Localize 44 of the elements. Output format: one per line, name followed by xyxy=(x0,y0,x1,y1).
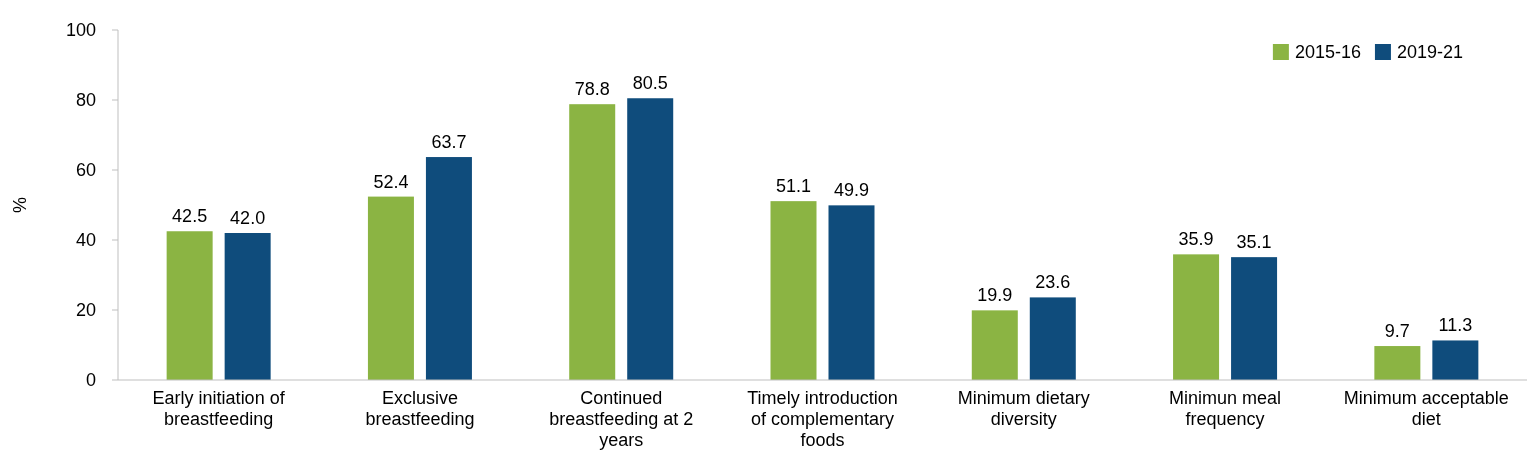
x-tick-label: Early initiation of breastfeeding xyxy=(152,388,286,429)
data-label: 35.9 xyxy=(1178,229,1214,250)
data-label: 80.5 xyxy=(632,73,668,94)
bar xyxy=(828,205,875,380)
y-tick-label: 80 xyxy=(75,90,96,111)
data-label: 49.9 xyxy=(833,180,870,201)
y-tick-label: 40 xyxy=(75,230,96,251)
bar xyxy=(627,98,674,380)
data-label: 52.4 xyxy=(373,171,409,192)
bar xyxy=(1374,346,1421,380)
bar xyxy=(770,201,817,380)
bar xyxy=(367,196,414,380)
data-label: 78.8 xyxy=(574,79,610,100)
bar xyxy=(166,231,213,380)
bar xyxy=(425,157,472,380)
y-tick-label: 100 xyxy=(65,20,96,41)
x-tick-label: Exclusive breastfeeding xyxy=(365,388,475,429)
x-tick-label: Minimum dietary diversity xyxy=(957,388,1090,429)
y-tick-label: 0 xyxy=(85,370,96,391)
x-tick-label: Timely introduction of complementary foods xyxy=(747,388,898,450)
bar xyxy=(1231,257,1278,380)
y-tick-label: 60 xyxy=(75,160,96,181)
data-label: 23.6 xyxy=(1035,272,1071,293)
x-tick-label: Continued breastfeeding at 2 years xyxy=(549,388,694,450)
bar xyxy=(1029,297,1076,380)
bar xyxy=(1432,340,1479,380)
data-label: 19.9 xyxy=(977,285,1013,306)
data-label: 9.7 xyxy=(1384,321,1410,342)
data-label: 63.7 xyxy=(431,132,467,153)
bar xyxy=(224,233,271,380)
data-label: 35.1 xyxy=(1236,232,1272,253)
bar xyxy=(569,104,616,380)
bar xyxy=(971,310,1018,380)
y-tick-label: 20 xyxy=(75,300,96,321)
x-tick-label: Minimum acceptable diet xyxy=(1343,388,1509,429)
legend-label: 2015-16 xyxy=(1294,42,1361,63)
data-label: 42.5 xyxy=(172,206,208,227)
data-label: 11.3 xyxy=(1438,315,1473,336)
data-label: 42.0 xyxy=(230,208,266,228)
x-tick-label: Minimun meal frequency xyxy=(1169,388,1282,429)
data-label: 51.1 xyxy=(775,176,812,197)
y-axis-title: % xyxy=(10,196,30,214)
bar xyxy=(1173,254,1220,380)
legend-label: 2019-21 xyxy=(1396,42,1463,63)
